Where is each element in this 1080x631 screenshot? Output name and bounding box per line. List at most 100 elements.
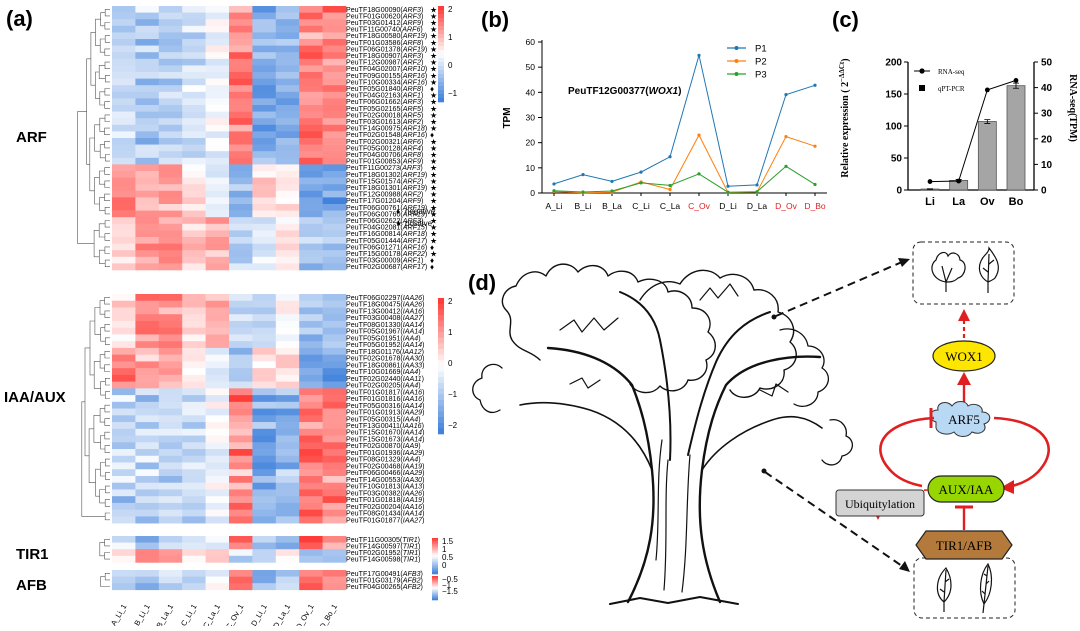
chart-b-x-tick-label: B_Li [574,201,591,211]
arf-scale-swatch [438,22,444,27]
heatmap-cell [275,230,300,238]
gene-symbol: IAA4 [403,382,418,390]
heatmap-cell [229,237,253,244]
heatmap-cell [275,197,300,205]
gene-label: PeuTF14G00597(TIR1) [346,542,421,550]
arf-scale-swatch [438,90,444,95]
heatmap-cell [275,164,300,172]
gene-symbol: IAA29 [403,469,422,477]
heatmap-cell [158,449,183,457]
heatmap-cell [205,374,230,382]
chart-b-y-tick-label: 60 [526,37,536,47]
afb-scale-swatch [432,578,438,580]
tir-scale-tick: 0 [442,561,447,570]
gene-symbol: ARF19 [402,210,425,218]
heatmap-cell [182,516,206,524]
heatmap-cell [112,536,136,543]
heatmap-cell [275,300,300,308]
dendrogram-branch [104,61,110,69]
arf-scale-swatch [438,30,444,35]
arrow-origin-top [771,314,777,320]
heatmap-cell [112,327,136,335]
heatmap-cell [112,516,136,524]
heatmap-cell [322,256,347,264]
heatmap-cell [135,415,160,423]
dendrogram-branch [105,458,110,467]
heatmap-cell [205,401,230,409]
heatmap-cell [135,184,160,192]
arf-scale-swatch [438,46,444,51]
heatmap-cell [112,449,136,457]
heatmap-cell [229,230,253,238]
heatmap-cell [229,555,253,563]
heatmap-cell [229,320,253,328]
heatmap-cell [322,263,347,271]
heatmap-cell [229,361,253,369]
chart-b-x-tick-label: C_Li [632,201,650,211]
positive-mark: ★ [430,104,437,113]
heatmap-cell [252,263,277,271]
iaa-scale-swatch [438,411,444,418]
gene-label: PeuTF03G01412(ARF9) [346,19,423,27]
positive-mark: ★ [430,124,437,133]
heatmap-cell [182,263,206,271]
chart-b-x-tick-label: D_Li [719,201,737,211]
heatmap-cell [182,177,206,185]
dendrogram-branch [104,233,110,241]
heatmap-cell [252,190,277,198]
dendrogram-branch [99,354,105,369]
gene-label: PeuTF03G00009(ARF1) [346,257,423,265]
gene-label: PeuTF02G01548(ARF16) [346,131,427,139]
heatmap-cell [135,237,160,244]
heatmap-cell [322,341,347,349]
tir-scale-swatch [432,544,438,546]
dendrogram-branch [99,542,105,557]
heatmap-cell [229,256,253,264]
gene-label: PeuTF06G00760(ARF19) [346,210,427,218]
heatmap-cell [205,408,230,416]
positive-mark: ★ [430,157,437,166]
heatmap-cell [158,263,183,271]
iaa-scale-tick: 1 [448,328,453,337]
heatmap-cell [205,124,230,132]
heatmap-cell [252,32,277,40]
heatmap-cell [229,462,253,470]
heatmap-cell [135,250,160,258]
gene-label: PeuTF02G00205(IAA4) [346,382,421,390]
heatmap-cell [299,469,323,477]
heatmap-cell [205,555,230,563]
gene-label: PeuTF03G00382(IAA26) [346,489,425,497]
heatmap-cell [299,401,323,409]
gene-symbol: TIR1 [403,556,418,564]
chart-c-legend: RNA-seq qPT-PCR [914,68,965,93]
gene-symbol: IAA14 [403,321,422,329]
heatmap-cell [229,210,253,218]
positive-mark: ★ [430,118,437,127]
chart-c-left-tick-label: 200 [885,58,902,69]
heatmap-cell [322,408,347,416]
afb-scale-swatch [432,586,438,588]
heatmap-cell [299,138,323,145]
heatmap-cell [135,489,160,497]
heatmap-cell [299,210,323,218]
tir-scale-tick: 0.5 [442,553,454,562]
heatmap-cell [299,78,323,86]
heatmap-cell [322,354,347,362]
heatmap-cell [112,197,136,205]
chart-b-point [697,133,701,137]
heatmap-cell [135,496,160,504]
heatmap-cell [182,374,206,382]
gene-symbol: IAA30 [403,476,422,484]
gene-label: PeuTF02G01952(TIR1) [346,549,421,557]
heatmap-cell [322,462,347,470]
heatmap-cell [135,52,160,60]
heatmap-cell [299,449,323,457]
tir-scale-swatch [432,539,438,542]
gene-symbol: ARF1 [402,257,421,265]
heatmap-cell [158,45,183,53]
heatmap-cell [275,263,300,271]
heatmap-cell [322,32,347,40]
tir-scale-swatch [432,547,438,549]
heatmap-cell [252,243,277,251]
heatmap-cell [158,190,183,198]
